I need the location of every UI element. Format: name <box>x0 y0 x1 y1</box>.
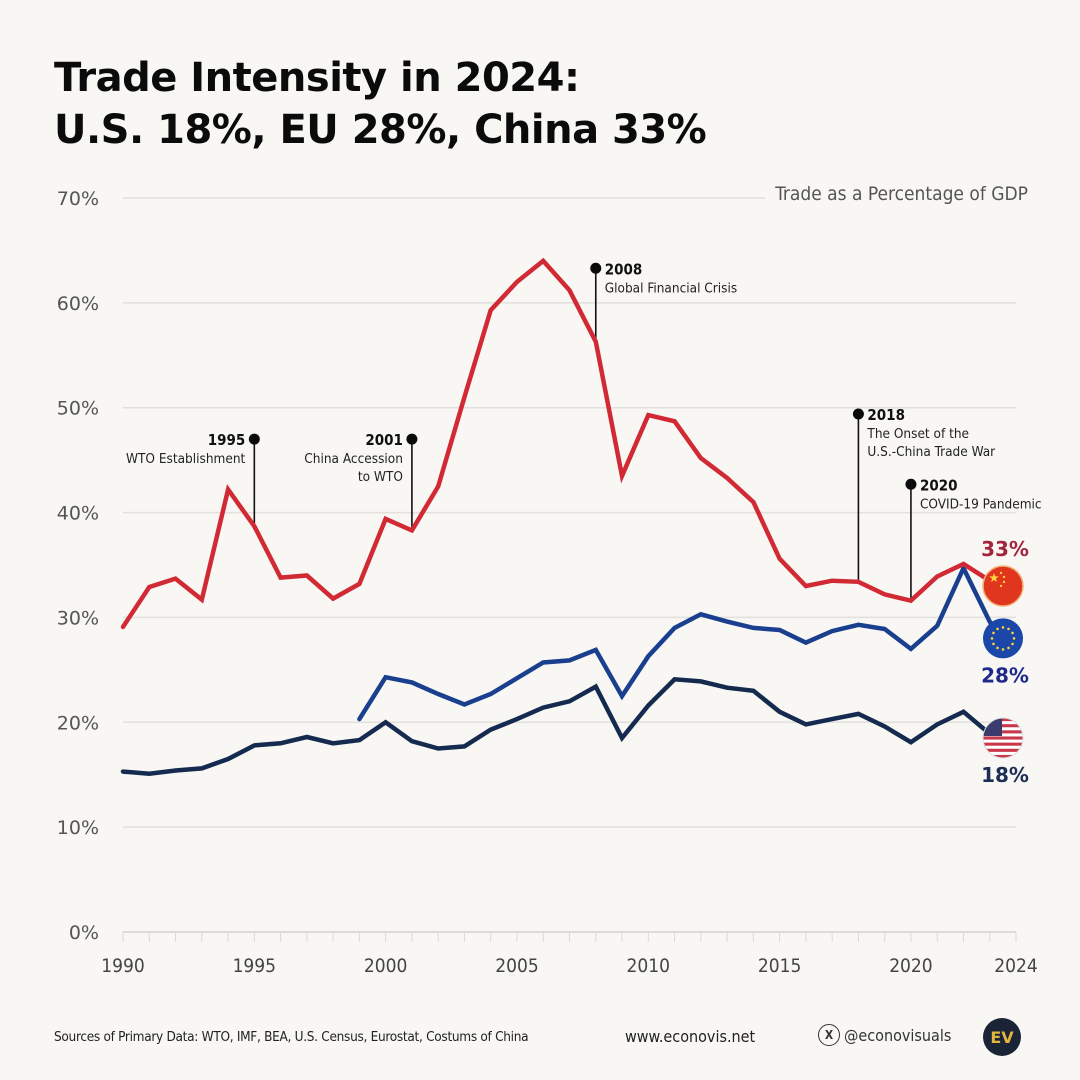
end-label-china: 33% <box>981 537 1029 561</box>
sources-note: Sources of Primary Data: WTO, IMF, BEA, … <box>54 1029 529 1045</box>
series-line-china <box>120 257 1005 630</box>
x-logo-icon: X <box>818 1024 840 1046</box>
annotation-year: 2008 <box>605 260 643 278</box>
chart-subtitle: Trade as a Percentage of GDP <box>765 183 1028 205</box>
us-flag-icon <box>982 717 1024 759</box>
annotation-dot <box>406 433 418 445</box>
x-tick-label: 2010 <box>627 955 671 977</box>
annotation-text: China Accession <box>304 451 403 467</box>
end-markers: 33% 28% 18% <box>981 537 1029 787</box>
social-handle-text: @econovisuals <box>844 1025 952 1045</box>
x-tick-label: 2000 <box>364 955 408 977</box>
y-tick-label: 0% <box>69 922 99 944</box>
x-tick-label: 1995 <box>233 955 277 977</box>
annotation-text: U.S.-China Trade War <box>867 444 995 460</box>
y-tick-label: 10% <box>57 817 99 839</box>
title-line-2: U.S. 18%, EU 28%, China 33% <box>54 107 707 153</box>
annotation-year: 2020 <box>920 476 958 494</box>
annotation-dot <box>852 408 864 420</box>
x-tick-label: 1990 <box>101 955 145 977</box>
website-link[interactable]: www.econovis.net <box>625 1027 756 1046</box>
x-tick-label: 2024 <box>994 955 1038 977</box>
x-tick-label: 2015 <box>758 955 802 977</box>
chart-title: Trade Intensity in 2024: U.S. 18%, EU 28… <box>54 52 707 156</box>
x-tick-label: 2020 <box>889 955 933 977</box>
x-tick-label: 2005 <box>495 955 539 977</box>
series-line-us <box>120 676 1005 776</box>
y-axis-ticks: 0% 10% 20% 30% 40% 50% 60% 70% <box>57 188 99 944</box>
annotation-text: COVID-19 Pandemic <box>920 496 1042 512</box>
end-label-us: 18% <box>981 763 1029 787</box>
annotation-text: The Onset of the <box>866 426 969 442</box>
x-axis: 1990 1995 2000 2005 2010 2015 2020 2024 <box>101 931 1038 977</box>
annotation-text: to WTO <box>358 469 403 485</box>
title-line-1: Trade Intensity in 2024: <box>54 55 580 101</box>
y-tick-label: 60% <box>57 293 99 315</box>
china-flag-icon <box>982 565 1024 607</box>
gridlines <box>123 197 1016 933</box>
end-label-eu: 28% <box>981 663 1029 687</box>
annotation-year: 1995 <box>208 431 246 449</box>
eu-flag-icon <box>983 618 1023 659</box>
series-line-eu <box>357 562 1005 722</box>
annotation-text: Global Financial Crisis <box>605 280 737 296</box>
annotation-year: 2018 <box>867 406 905 424</box>
y-tick-label: 30% <box>57 607 99 629</box>
y-tick-label: 40% <box>57 503 99 525</box>
annotations: 1995 WTO Establishment 2001 China Accession… <box>126 260 1042 601</box>
annotation-dot <box>590 262 602 274</box>
annotation-dot <box>248 433 260 445</box>
annotation-dot <box>905 478 917 490</box>
y-tick-label: 50% <box>57 398 99 420</box>
series-lines <box>120 257 1005 776</box>
annotation-text: WTO Establishment <box>126 451 246 467</box>
annotation-year: 2001 <box>365 431 403 449</box>
social-handle[interactable]: X @econovisuals <box>818 1024 951 1046</box>
y-tick-label: 70% <box>57 188 99 210</box>
econovis-logo: EV <box>983 1018 1021 1056</box>
y-tick-label: 20% <box>57 712 99 734</box>
